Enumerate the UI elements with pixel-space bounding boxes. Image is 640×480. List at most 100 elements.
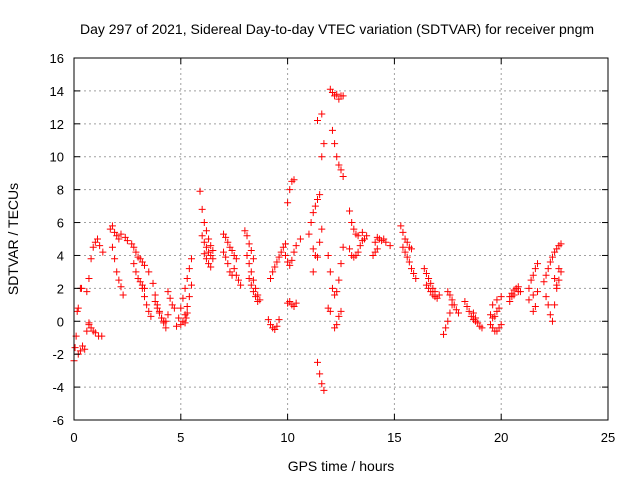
data-point — [356, 242, 364, 250]
data-point — [207, 242, 215, 250]
data-point — [527, 276, 535, 284]
data-point — [164, 311, 172, 319]
data-point — [435, 291, 443, 299]
data-point — [149, 279, 157, 287]
data-point — [170, 304, 178, 312]
data-point — [108, 243, 116, 251]
data-point — [228, 247, 236, 255]
data-point — [314, 117, 322, 125]
data-point — [407, 265, 415, 273]
data-point — [247, 281, 255, 289]
data-point — [440, 330, 448, 338]
data-point — [130, 243, 138, 251]
y-tick-label: -6 — [52, 413, 64, 428]
data-point — [339, 243, 347, 251]
data-point — [534, 288, 542, 296]
data-point — [472, 314, 480, 322]
data-point — [292, 299, 300, 307]
data-point — [252, 293, 260, 301]
x-tick-label: 0 — [70, 430, 77, 445]
data-point — [222, 253, 230, 261]
data-point — [111, 255, 119, 263]
data-point — [412, 274, 420, 282]
data-point — [179, 294, 187, 302]
data-point — [241, 227, 249, 235]
x-axis-label: GPS time / hours — [288, 458, 395, 474]
data-point — [493, 296, 501, 304]
data-point — [534, 260, 542, 268]
data-point — [224, 260, 232, 268]
data-point — [81, 345, 89, 353]
data-point — [292, 242, 300, 250]
data-point — [247, 268, 255, 276]
data-point — [177, 304, 185, 312]
data-point — [446, 291, 454, 299]
data-point — [463, 302, 471, 310]
data-point — [403, 253, 411, 261]
data-point — [117, 283, 125, 291]
data-point — [99, 248, 107, 256]
data-point — [427, 279, 435, 287]
data-point — [113, 268, 121, 276]
data-point — [333, 153, 341, 161]
data-point — [230, 265, 238, 273]
data-point — [140, 261, 148, 269]
data-point — [140, 293, 148, 301]
data-point — [164, 288, 172, 296]
data-point — [506, 298, 514, 306]
data-point — [234, 276, 242, 284]
data-point — [269, 268, 277, 276]
data-point — [181, 284, 189, 292]
data-point — [551, 274, 559, 282]
data-point — [446, 309, 454, 317]
data-point — [469, 309, 477, 317]
data-point — [175, 314, 183, 322]
data-point — [98, 332, 106, 340]
y-tick-label: -4 — [52, 380, 64, 395]
data-point — [232, 271, 240, 279]
data-point — [198, 232, 206, 240]
data-point — [200, 250, 208, 258]
data-point — [309, 209, 317, 217]
data-point — [350, 225, 358, 233]
data-point — [185, 293, 193, 301]
data-point — [76, 347, 84, 355]
data-point — [403, 238, 411, 246]
data-point — [320, 386, 328, 394]
data-point — [275, 253, 283, 261]
y-tick-label: 16 — [50, 51, 64, 66]
data-point — [542, 293, 550, 301]
chart-title: Day 297 of 2021, Sidereal Day-to-day VTE… — [80, 21, 594, 37]
data-point — [243, 251, 251, 259]
data-point — [245, 240, 253, 248]
data-point — [74, 304, 82, 312]
data-point — [290, 176, 298, 184]
data-point — [162, 324, 170, 332]
data-point — [465, 307, 473, 315]
data-point — [331, 140, 339, 148]
data-point — [181, 319, 189, 327]
data-point — [123, 237, 131, 245]
data-point — [183, 302, 191, 310]
data-point — [399, 243, 407, 251]
data-point — [275, 316, 283, 324]
data-point — [202, 243, 210, 251]
data-point — [397, 222, 405, 230]
data-point — [348, 219, 356, 227]
data-point — [557, 268, 565, 276]
data-point — [284, 199, 292, 207]
data-point — [510, 291, 518, 299]
data-point — [130, 260, 138, 268]
data-point — [271, 263, 279, 271]
data-point — [422, 270, 430, 278]
x-tick-label: 5 — [177, 430, 184, 445]
data-point — [442, 324, 450, 332]
data-point — [373, 245, 381, 253]
data-point — [187, 281, 195, 289]
data-point — [160, 317, 168, 325]
data-point — [525, 296, 533, 304]
data-point — [220, 248, 228, 256]
data-point — [514, 288, 522, 296]
data-point — [551, 301, 559, 309]
x-tick-label: 25 — [601, 430, 615, 445]
